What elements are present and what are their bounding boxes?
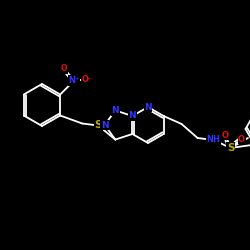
Text: O: O bbox=[61, 64, 68, 73]
Text: NH: NH bbox=[207, 136, 220, 144]
Text: O: O bbox=[238, 134, 245, 143]
Text: N: N bbox=[144, 102, 152, 112]
Text: N: N bbox=[112, 106, 119, 115]
Text: O: O bbox=[222, 130, 229, 140]
Text: S: S bbox=[94, 120, 102, 130]
Text: N: N bbox=[101, 120, 108, 130]
Text: O⁻: O⁻ bbox=[82, 75, 93, 84]
Text: N: N bbox=[128, 112, 136, 120]
Text: N⁺: N⁺ bbox=[68, 76, 80, 85]
Text: S: S bbox=[227, 143, 234, 153]
